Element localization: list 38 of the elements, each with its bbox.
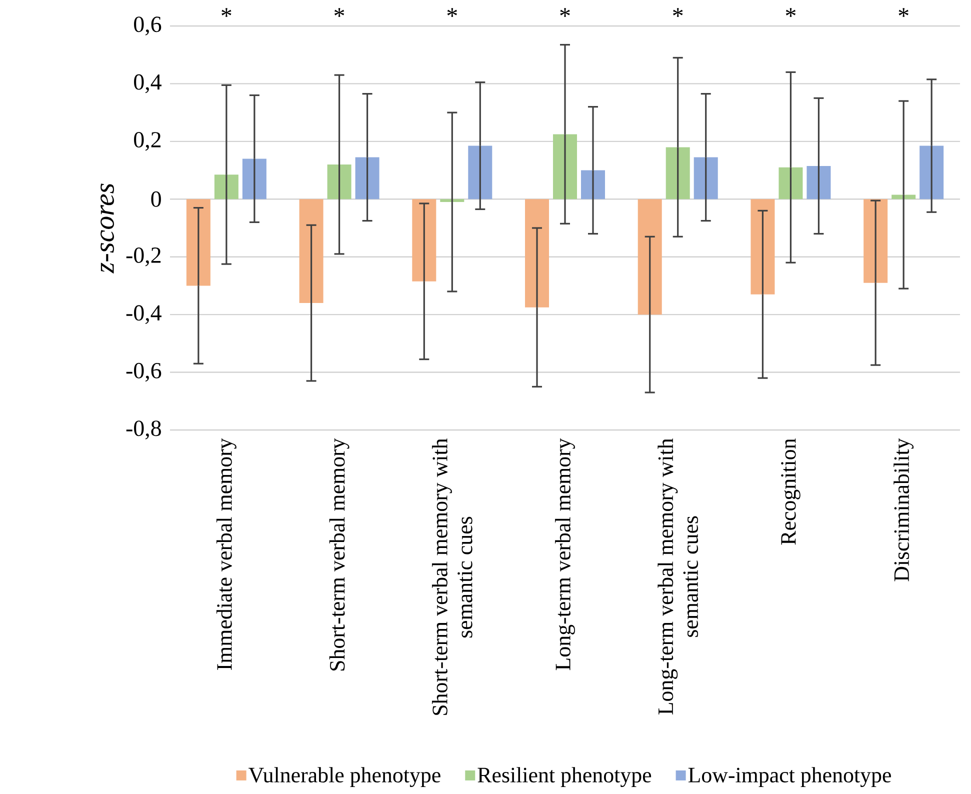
text: * bbox=[334, 8, 344, 17]
bar bbox=[806, 166, 831, 200]
legend-label: Resilient phenotype bbox=[478, 767, 652, 788]
x-tick-label: Immediate verbal memory bbox=[216, 438, 236, 670]
text: * bbox=[447, 8, 457, 17]
y-tick-label: -0,4 bbox=[126, 305, 162, 324]
text: * bbox=[673, 8, 683, 17]
y-tick-label: 0 bbox=[151, 191, 161, 207]
x-tick-label: Long-term verbal memory bbox=[555, 438, 575, 670]
x-tick-label: Short-term verbal memory with semantic cues bbox=[432, 438, 472, 715]
text: * bbox=[898, 8, 908, 17]
bar bbox=[778, 167, 803, 200]
bar bbox=[242, 158, 266, 200]
bar bbox=[214, 174, 238, 200]
bar bbox=[355, 157, 380, 200]
bar bbox=[327, 164, 352, 200]
x-tick-label: Long-term verbal memory with semantic cues bbox=[658, 438, 698, 715]
text: * bbox=[560, 8, 570, 17]
y-tick-label: 0,6 bbox=[134, 16, 162, 36]
bar bbox=[553, 134, 578, 200]
bar bbox=[468, 146, 492, 200]
legend-label: Vulnerable phenotype bbox=[248, 767, 440, 788]
bar bbox=[920, 146, 944, 200]
y-tick-label: 0,2 bbox=[134, 132, 161, 151]
y-tick-label: -0,8 bbox=[126, 420, 161, 440]
y-axis-title: z-scores bbox=[100, 184, 114, 274]
bar bbox=[666, 147, 690, 200]
y-tick-label: -0,2 bbox=[126, 247, 161, 266]
text: * bbox=[222, 8, 232, 17]
x-tick-label: Discriminability bbox=[894, 438, 914, 582]
x-tick-label: Recognition bbox=[781, 438, 800, 545]
legend-label: Low-impact phenotype bbox=[688, 767, 891, 788]
y-tick-label: -0,6 bbox=[126, 362, 162, 382]
text: * bbox=[786, 8, 796, 17]
x-tick-label: Short-term verbal memory bbox=[329, 438, 350, 670]
bar bbox=[440, 199, 464, 202]
y-tick-label: 0,4 bbox=[134, 74, 162, 94]
bar bbox=[694, 157, 718, 200]
